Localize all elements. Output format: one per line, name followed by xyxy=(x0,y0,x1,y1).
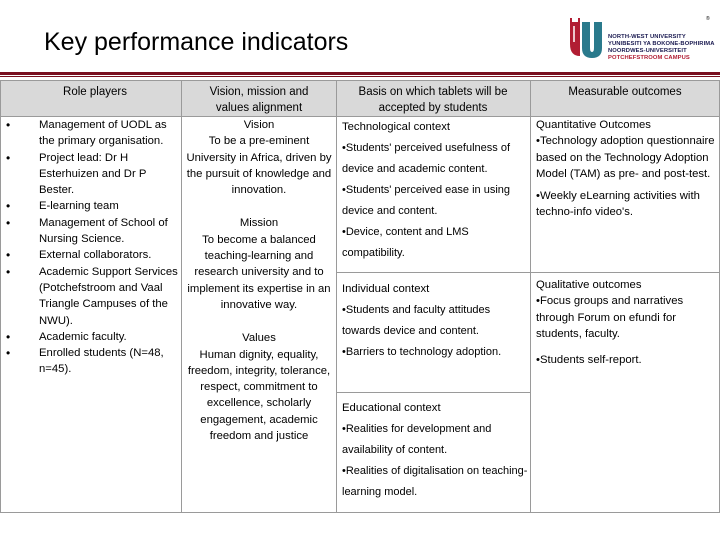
individual-context-cell: Individual context •Students and faculty… xyxy=(342,279,528,363)
list-item: Management of School of Nursing Science. xyxy=(6,215,180,248)
role-players-list: Management of UODL as the primary organi… xyxy=(6,117,180,378)
vision-title: Vision xyxy=(243,119,275,131)
individual-context-title: Individual context xyxy=(342,283,430,295)
grid-line xyxy=(336,80,337,513)
tech-context-cell: Technological context •Students' perceiv… xyxy=(342,117,528,264)
list-item: Academic faculty. xyxy=(6,329,180,346)
tech-context-title: Technological context xyxy=(342,121,451,133)
educational-context-title: Educational context xyxy=(342,402,441,414)
alignment-cell: Vision To be a pre-eminent University in… xyxy=(184,117,334,444)
quantitative-outcomes-cell: Quantitative Outcomes •Technology adopti… xyxy=(536,117,716,221)
grid-line xyxy=(530,80,531,513)
list-item: •Students' perceived usefulness of devic… xyxy=(342,142,510,175)
list-item: •Focus groups and narratives through For… xyxy=(536,295,684,340)
list-item: Management of UODL as the primary organi… xyxy=(6,117,180,150)
list-item: •Students' perceived ease in using devic… xyxy=(342,184,511,217)
header-basis: Basis on which tablets will be accepted … xyxy=(358,86,508,114)
nwu-emblem-icon xyxy=(570,18,602,58)
list-item: •Students self-report. xyxy=(536,354,642,367)
quantitative-title: Quantitative Outcomes xyxy=(536,119,651,131)
university-logo: NORTH-WEST UNIVERSITY YUNIBESITI YA BOKO… xyxy=(566,14,716,66)
list-item: •Realities for development and availabil… xyxy=(342,423,492,456)
registered-mark: ® xyxy=(706,16,710,22)
list-item: External collaborators. xyxy=(6,247,180,264)
values-title: Values xyxy=(242,332,276,345)
grid-line xyxy=(336,392,530,393)
list-item: •Barriers to technology adoption. xyxy=(342,346,502,358)
grid-line xyxy=(0,512,720,513)
table-header-row xyxy=(0,80,720,116)
grid-line xyxy=(0,116,720,117)
logo-text: NORTH-WEST UNIVERSITY YUNIBESITI YA BOKO… xyxy=(608,34,715,61)
grid-line xyxy=(0,80,720,81)
list-item: •Device, content and LMS compatibility. xyxy=(342,226,469,259)
list-item: Academic Support Services (Potchefstroom… xyxy=(6,264,180,329)
grid-line xyxy=(181,80,182,513)
header-rule-thin xyxy=(0,76,720,77)
list-item: Project lead: Dr H Esterhuizen and Dr P … xyxy=(6,150,180,199)
mission-text: To become a balanced teaching-learning a… xyxy=(187,233,331,311)
vision-text: To be a pre-eminent University in Africa… xyxy=(186,135,332,197)
qualitative-outcomes-cell: Qualitative outcomes •Focus groups and n… xyxy=(536,277,716,368)
list-item: •Students and faculty attitudes towards … xyxy=(342,304,491,337)
header-outcomes: Measurable outcomes xyxy=(568,86,682,98)
header-role-players: Role players xyxy=(63,86,127,98)
grid-line xyxy=(0,80,1,513)
educational-context-cell: Educational context •Realities for devel… xyxy=(342,398,528,503)
header-vision: Vision, mission and values alignment xyxy=(209,86,309,114)
list-item: Enrolled students (N=48, n=45). xyxy=(6,345,180,378)
list-item: •Technology adoption questionnaire based… xyxy=(536,135,715,180)
qualitative-title: Qualitative outcomes xyxy=(536,279,642,291)
list-item: •Realities of digitalisation on teaching… xyxy=(342,465,528,498)
list-item: E-learning team xyxy=(6,198,180,215)
header-rule xyxy=(0,72,720,75)
mission-title: Mission xyxy=(239,217,279,230)
page-title: Key performance indicators xyxy=(44,28,349,56)
grid-line xyxy=(336,272,720,273)
values-text: Human dignity, equality, freedom, integr… xyxy=(187,348,331,443)
list-item: •Weekly eLearning activities with techno… xyxy=(536,190,700,219)
